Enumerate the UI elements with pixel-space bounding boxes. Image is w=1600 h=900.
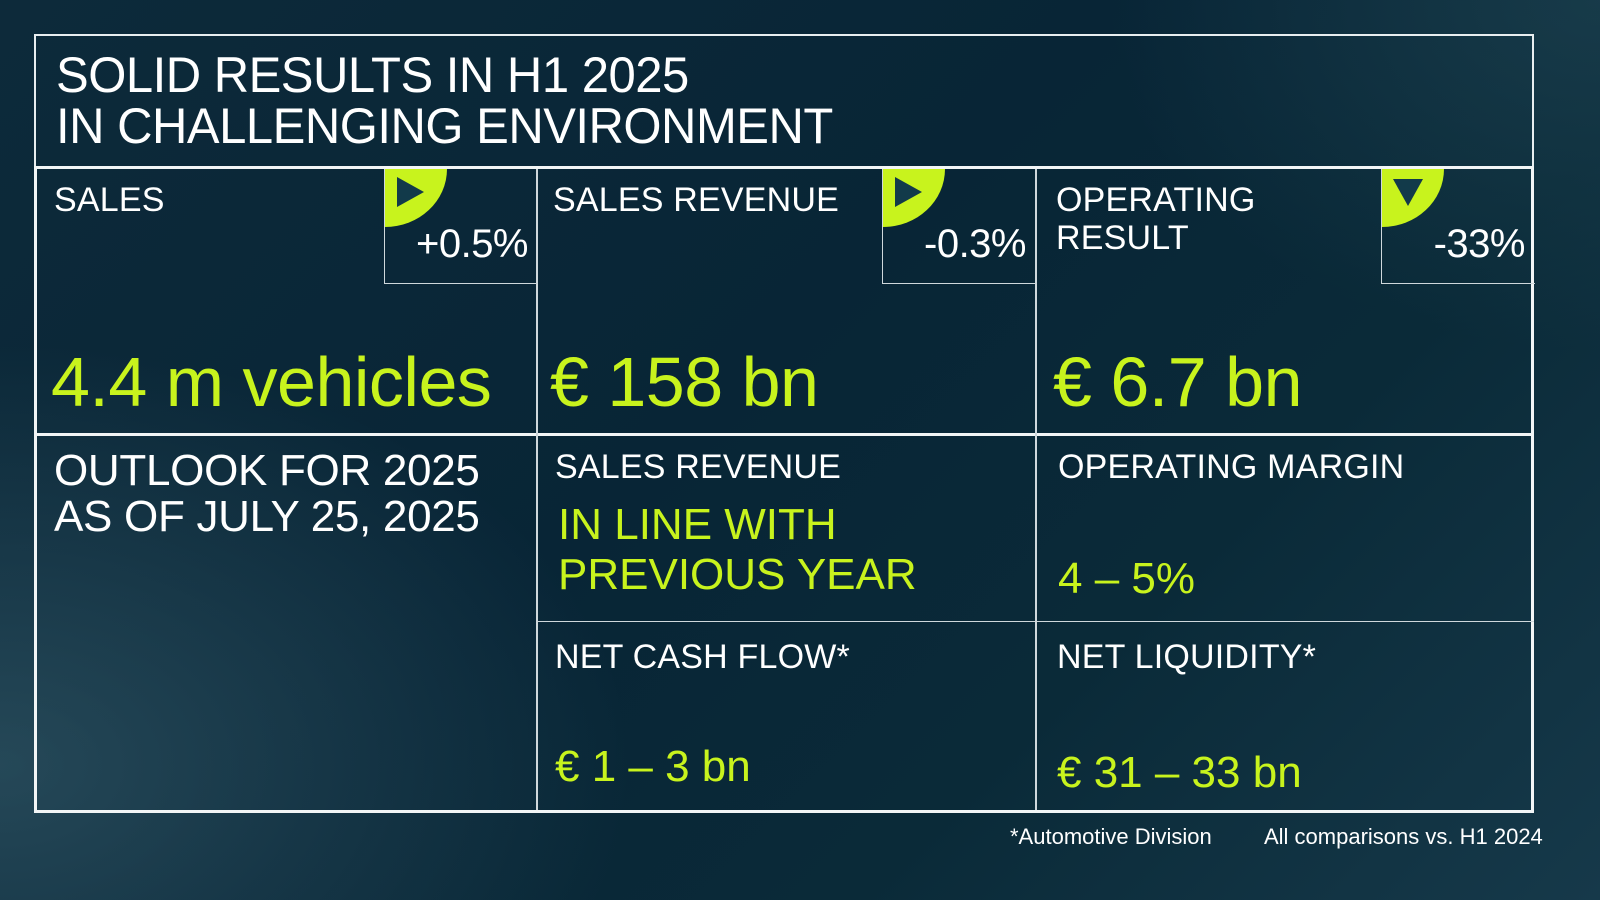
kpi-card-sales-revenue: SALES REVENUE -0.3% € 158 bn <box>538 169 1036 433</box>
outlook-title-line-1: OUTLOOK FOR 2025 <box>54 446 480 495</box>
kpi-label: OPERATING RESULT <box>1056 181 1256 257</box>
results-grid: SALES +0.5% 4.4 m vehicles SALES REVENUE… <box>34 166 1535 813</box>
divider-vertical-2 <box>1035 169 1037 810</box>
kpi-value: € 6.7 bn <box>1053 343 1303 421</box>
kpi-change-value: -0.3% <box>924 222 1027 266</box>
outlook-label: SALES REVENUE <box>555 448 842 486</box>
footnote-automotive-division: *Automotive Division <box>1010 824 1212 849</box>
outlook-value: IN LINE WITH PREVIOUS YEAR <box>558 500 917 600</box>
kpi-change-value: -33% <box>1433 222 1526 266</box>
divider-horizontal-main <box>37 433 1531 436</box>
kpi-card-sales: SALES +0.5% 4.4 m vehicles <box>37 169 538 433</box>
outlook-value-line-2: PREVIOUS YEAR <box>558 550 917 599</box>
trend-indicator <box>883 169 945 227</box>
kpi-change-badge: -0.3% <box>882 169 1036 284</box>
footnote-comparison: All comparisons vs. H1 2024 <box>1264 824 1543 849</box>
kpi-value: € 158 bn <box>550 343 819 421</box>
outlook-label: NET LIQUIDITY* <box>1057 638 1317 676</box>
kpi-change-badge: -33% <box>1381 169 1535 284</box>
outlook-header: OUTLOOK FOR 2025 AS OF JULY 25, 2025 <box>37 436 536 810</box>
outlook-value-line-1: IN LINE WITH <box>558 500 837 549</box>
kpi-label: SALES REVENUE <box>553 181 840 219</box>
kpi-card-operating-result: OPERATING RESULT -33% € 6.7 bn <box>1037 169 1535 433</box>
outlook-title: OUTLOOK FOR 2025 AS OF JULY 25, 2025 <box>54 448 480 540</box>
kpi-value: 4.4 m vehicles <box>51 343 492 421</box>
title-line-1: SOLID RESULTS IN H1 2025 <box>56 47 689 103</box>
outlook-title-line-2: AS OF JULY 25, 2025 <box>54 492 480 541</box>
kpi-change-value: +0.5% <box>415 222 529 266</box>
kpi-change-badge: +0.5% <box>384 169 538 284</box>
triangle-right-icon <box>895 177 922 207</box>
outlook-value: 4 – 5% <box>1058 554 1195 603</box>
outlook-value: € 31 – 33 bn <box>1057 748 1302 797</box>
kpi-label-line-2: RESULT <box>1056 219 1189 257</box>
triangle-down-icon <box>1393 179 1423 206</box>
trend-indicator <box>1382 169 1444 227</box>
page-title: SOLID RESULTS IN H1 2025 IN CHALLENGING … <box>56 50 833 152</box>
outlook-value: € 1 – 3 bn <box>555 742 751 791</box>
outlook-card-net-liquidity: NET LIQUIDITY* € 31 – 33 bn <box>1037 622 1534 810</box>
outlook-card-operating-margin: OPERATING MARGIN 4 – 5% <box>1037 436 1534 621</box>
title-box: SOLID RESULTS IN H1 2025 IN CHALLENGING … <box>34 34 1534 168</box>
trend-indicator <box>385 169 447 227</box>
outlook-card-sales-revenue: SALES REVENUE IN LINE WITH PREVIOUS YEAR <box>538 436 1035 621</box>
outlook-card-net-cash-flow: NET CASH FLOW* € 1 – 3 bn <box>538 622 1035 810</box>
outlook-label: OPERATING MARGIN <box>1058 448 1405 486</box>
divider-vertical-1 <box>536 169 538 810</box>
kpi-label-line-1: OPERATING <box>1056 181 1256 219</box>
kpi-label: SALES <box>54 181 165 219</box>
title-line-2: IN CHALLENGING ENVIRONMENT <box>56 98 833 154</box>
triangle-right-icon <box>397 177 424 207</box>
outlook-label: NET CASH FLOW* <box>555 638 850 676</box>
